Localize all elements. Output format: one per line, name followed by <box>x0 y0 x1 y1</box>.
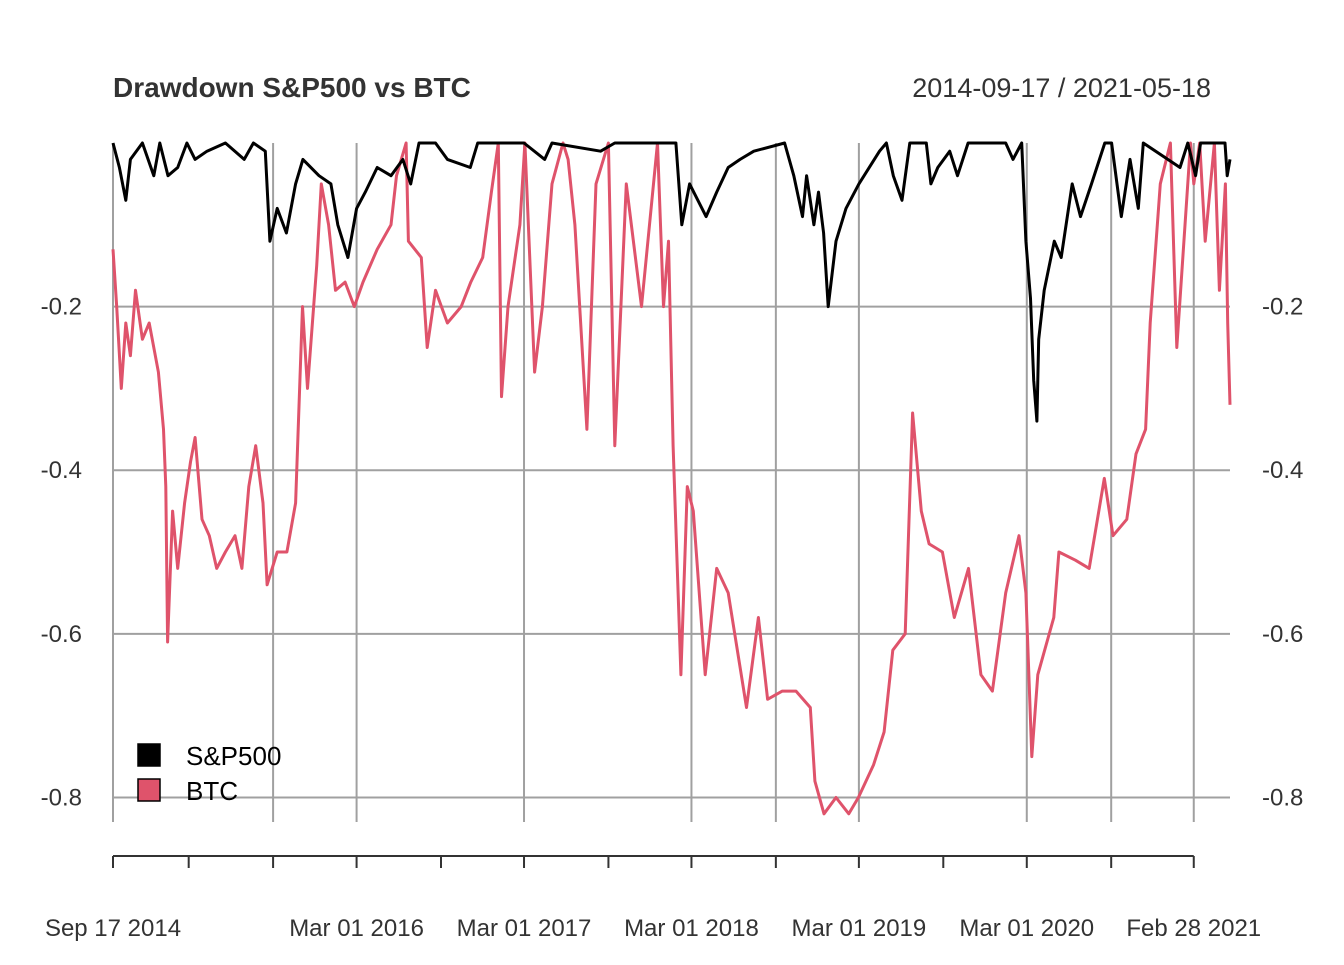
x-tick-label: Mar 01 2020 <box>959 915 1094 942</box>
x-axis: Sep 17 2014 Mar 01 2016 Mar 01 2017 Mar 01 … <box>45 855 1261 942</box>
date-range-label: 2014-09-17 / 2021-05-18 <box>912 73 1211 103</box>
y-tick-label-left: -0.4 <box>41 457 82 484</box>
series-line-btc <box>111 141 1232 816</box>
x-tick-label: Feb 28 2021 <box>1126 915 1261 942</box>
y-tick-label-left: -0.8 <box>41 784 82 811</box>
x-tick-label: Mar 01 2017 <box>457 915 592 942</box>
legend-swatch <box>137 743 161 767</box>
legend: S&P500 BTC <box>137 741 281 806</box>
y-tick-label-left: -0.6 <box>41 621 82 648</box>
legend-label: BTC <box>186 776 238 806</box>
y-tick-label-right: -0.2 <box>1262 294 1303 321</box>
chart-title: Drawdown S&P500 vs BTC <box>113 72 471 103</box>
x-tick-label: Sep 17 2014 <box>45 915 181 942</box>
legend-swatch <box>137 778 161 802</box>
y-tick-label-right: -0.8 <box>1262 784 1303 811</box>
x-tick-label: Mar 01 2018 <box>624 915 759 942</box>
y-axis: -0.2 -0.2 -0.4 -0.4 -0.6 -0.6 -0.8 -0.8 <box>41 294 1304 812</box>
series-line-sp500 <box>111 141 1232 423</box>
y-tick-label-right: -0.6 <box>1262 621 1303 648</box>
y-tick-label-left: -0.2 <box>41 294 82 321</box>
y-tick-label-right: -0.4 <box>1262 457 1303 484</box>
series-lines <box>111 141 1232 816</box>
x-tick-label: Mar 01 2016 <box>289 915 424 942</box>
legend-label: S&P500 <box>186 741 281 771</box>
x-tick-label: Mar 01 2019 <box>792 915 927 942</box>
